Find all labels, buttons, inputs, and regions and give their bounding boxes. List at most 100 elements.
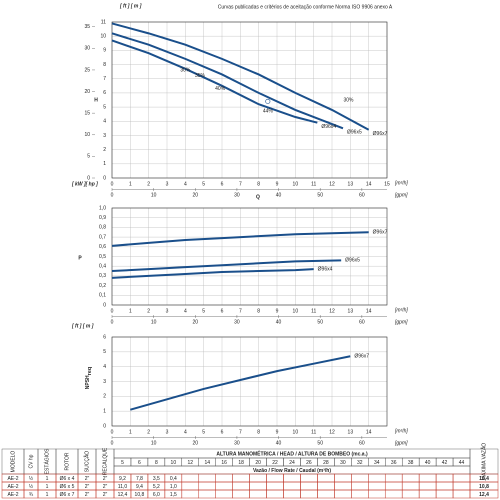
x-tick-label: 2 bbox=[147, 429, 150, 435]
x2-tick-label: 10 bbox=[151, 440, 157, 446]
y2-tick-label: 0 bbox=[87, 175, 90, 181]
x2-unit: [gpm] bbox=[394, 192, 408, 198]
y-units: [ kW ][ hp ] bbox=[71, 181, 98, 187]
x-tick-label: 2 bbox=[147, 181, 150, 187]
x2-tick-label: 60 bbox=[359, 440, 365, 446]
head-value: 28 bbox=[323, 460, 329, 466]
x2-tick-label: 0 bbox=[111, 192, 114, 198]
head-value: 40 bbox=[425, 460, 431, 466]
x2-tick-label: 30 bbox=[234, 192, 240, 198]
y-tick-label: 0,9 bbox=[99, 215, 106, 221]
flow-cell bbox=[351, 489, 369, 499]
x-tick-label: 11 bbox=[311, 181, 316, 187]
efficiency-label: 30% bbox=[180, 68, 191, 74]
curve bbox=[111, 22, 370, 131]
flow-cell bbox=[249, 489, 267, 499]
x-unit: [m³/h] bbox=[394, 307, 408, 313]
efficiency-label: 30% bbox=[343, 97, 354, 103]
flow-cell bbox=[334, 489, 352, 499]
x2-unit: [gpm] bbox=[394, 440, 408, 446]
y2-tick-label: 30 bbox=[84, 46, 90, 52]
flow-cell bbox=[283, 489, 301, 499]
x2-tick-label: 20 bbox=[193, 440, 199, 446]
x-tick-label: 7 bbox=[239, 308, 242, 314]
x-tick-label: 12 bbox=[329, 308, 335, 314]
head-value: 36 bbox=[391, 460, 397, 466]
x-tick-label: 4 bbox=[184, 429, 187, 435]
flow-cell bbox=[418, 481, 437, 491]
y2-tick-label: 15 bbox=[84, 110, 90, 116]
flow-cell bbox=[401, 489, 420, 499]
y-tick-label: 10 bbox=[100, 34, 106, 40]
curve bbox=[130, 355, 351, 411]
x2-tick-label: 50 bbox=[317, 192, 323, 198]
x-tick-label: 2 bbox=[147, 308, 150, 314]
y-tick-label: 6 bbox=[103, 334, 106, 340]
flow-cell bbox=[401, 481, 420, 491]
x-tick-label: 8 bbox=[257, 308, 260, 314]
x-tick-label: 7 bbox=[239, 429, 242, 435]
flow-cell bbox=[452, 473, 471, 483]
flow-value: 6,0 bbox=[153, 492, 160, 498]
y-tick-label: 2 bbox=[103, 394, 106, 400]
flow-cell bbox=[300, 473, 318, 483]
y-tick-label: 0,4 bbox=[99, 264, 106, 270]
head-title: ALTURA MANOMÉTRICA / HEAD / ALTURA DE BO… bbox=[216, 449, 368, 457]
curve bbox=[111, 259, 342, 273]
x-tick-label: 14 bbox=[366, 429, 372, 435]
x-tick-label: 1 bbox=[129, 429, 132, 435]
cell-text: AE-2 bbox=[7, 492, 18, 498]
y-label-main: NPSH bbox=[85, 375, 91, 389]
column-header: SUCÇÃO bbox=[83, 451, 90, 473]
head-value: 16 bbox=[221, 460, 227, 466]
y-tick-label: 0 bbox=[103, 423, 106, 429]
flow-cell bbox=[198, 473, 216, 483]
y-tick-label: 3 bbox=[103, 379, 106, 385]
flow-value: 1,5 bbox=[170, 492, 177, 498]
head-value: 20 bbox=[255, 460, 261, 466]
flow-value: 5,2 bbox=[153, 484, 160, 490]
x-tick-label: 8 bbox=[257, 181, 260, 187]
flow-value: 9,4 bbox=[136, 484, 143, 490]
y-tick-label: 5 bbox=[103, 349, 106, 355]
y-tick-label: 6 bbox=[103, 90, 106, 96]
curve-label: Ø96x4 bbox=[318, 266, 333, 272]
x-tick-label: 13 bbox=[348, 308, 354, 314]
x-tick-label: 4 bbox=[184, 181, 187, 187]
cell-text: 2" bbox=[103, 484, 108, 490]
curve-label: Ø96x7 bbox=[373, 230, 388, 236]
flow-cell bbox=[452, 489, 471, 499]
flow-cell bbox=[283, 473, 301, 483]
y-tick-label: 0,1 bbox=[99, 293, 106, 299]
cell-text: 2" bbox=[103, 492, 108, 498]
cell-text: ¾ bbox=[29, 492, 34, 498]
y-tick-label: 1 bbox=[103, 408, 106, 414]
bep-marker bbox=[265, 98, 271, 104]
flow-value: 11,0 bbox=[118, 484, 128, 490]
y-tick-label: 11 bbox=[101, 19, 106, 25]
y-tick-label: 0,7 bbox=[99, 234, 106, 240]
curve-label: Ø96x7 bbox=[373, 131, 388, 137]
x-tick-label: 1 bbox=[129, 181, 132, 187]
x-tick-label: 9 bbox=[276, 308, 279, 314]
flow-value: 9,2 bbox=[119, 476, 126, 482]
x2-tick-label: 30 bbox=[234, 319, 240, 325]
x2-tick-label: 30 bbox=[234, 440, 240, 446]
flow-cell bbox=[334, 481, 352, 491]
x2-tick-label: 10 bbox=[151, 192, 157, 198]
max-value: 12,4 bbox=[479, 492, 489, 498]
cell-text: Ø6 x 7 bbox=[60, 492, 75, 498]
y-tick-label: 4 bbox=[103, 364, 106, 370]
x-label: Q bbox=[256, 194, 260, 200]
flow-cell bbox=[181, 473, 200, 483]
max-value: 10,4 bbox=[479, 476, 489, 482]
x-tick-label: 0 bbox=[111, 308, 114, 314]
flow-cell bbox=[317, 481, 335, 491]
flow-cell bbox=[215, 481, 233, 491]
x-tick-label: 13 bbox=[348, 429, 354, 435]
x-tick-label: 11 bbox=[311, 429, 316, 435]
flow-cell bbox=[317, 489, 335, 499]
x2-tick-label: 40 bbox=[276, 319, 282, 325]
head-value: 24 bbox=[289, 460, 295, 466]
flow-title: Vazão / Flow Rate / Caudal (m³/h) bbox=[253, 468, 331, 474]
